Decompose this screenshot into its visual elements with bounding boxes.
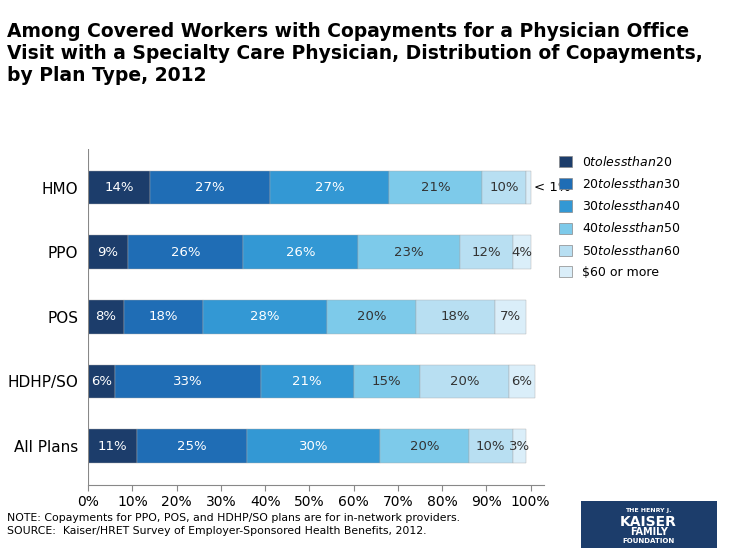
Text: 30%: 30% (299, 440, 329, 452)
Bar (420, 365, 509, 398)
Bar (358, 235, 460, 269)
Text: 8%: 8% (96, 310, 116, 323)
Text: SOURCE:  Kaiser/HRET Survey of Employer-Sponsored Health Benefits, 2012.: SOURCE: Kaiser/HRET Survey of Employer-S… (7, 526, 427, 537)
Bar (248, 429, 380, 463)
Text: 20%: 20% (450, 375, 479, 388)
Bar (270, 171, 389, 204)
Bar (88, 429, 137, 463)
Bar (327, 300, 415, 333)
Text: 18%: 18% (441, 310, 470, 323)
Text: 21%: 21% (420, 181, 451, 194)
Bar (261, 365, 354, 398)
Text: 12%: 12% (472, 246, 501, 258)
Bar (460, 235, 513, 269)
Bar (509, 365, 535, 398)
Bar (115, 365, 261, 398)
Text: 26%: 26% (286, 246, 315, 258)
Bar (415, 300, 495, 333)
Text: 27%: 27% (195, 181, 225, 194)
Text: 21%: 21% (293, 375, 322, 388)
Text: 27%: 27% (315, 181, 344, 194)
Text: 18%: 18% (148, 310, 178, 323)
Bar (88, 235, 128, 269)
Text: THE HENRY J.: THE HENRY J. (625, 508, 672, 514)
Bar (354, 365, 420, 398)
Text: 11%: 11% (98, 440, 127, 452)
Bar (482, 171, 526, 204)
Bar (513, 235, 531, 269)
Text: 6%: 6% (91, 375, 112, 388)
Text: 20%: 20% (356, 310, 386, 323)
Text: 10%: 10% (490, 181, 519, 194)
Text: 10%: 10% (476, 440, 506, 452)
Bar (513, 429, 526, 463)
Bar (495, 300, 526, 333)
Text: 14%: 14% (104, 181, 134, 194)
Text: 33%: 33% (173, 375, 203, 388)
Text: FOUNDATION: FOUNDATION (623, 538, 675, 544)
Text: 6%: 6% (512, 375, 532, 388)
Text: 15%: 15% (372, 375, 401, 388)
Bar (137, 429, 248, 463)
Text: 20%: 20% (409, 440, 440, 452)
Text: FAMILY: FAMILY (630, 527, 667, 537)
Bar (128, 235, 243, 269)
Bar (88, 171, 150, 204)
Text: 4%: 4% (512, 246, 532, 258)
Bar (469, 429, 513, 463)
Text: 9%: 9% (98, 246, 118, 258)
Text: < 1%: < 1% (534, 181, 570, 194)
Bar (123, 300, 204, 333)
Bar (88, 300, 123, 333)
Text: 23%: 23% (394, 246, 424, 258)
Text: NOTE: Copayments for PPO, POS, and HDHP/SO plans are for in-network providers.: NOTE: Copayments for PPO, POS, and HDHP/… (7, 512, 460, 523)
Text: 25%: 25% (177, 440, 207, 452)
Text: KAISER: KAISER (620, 515, 677, 528)
Text: 26%: 26% (171, 246, 200, 258)
Bar (380, 429, 469, 463)
Bar (526, 171, 531, 204)
Bar (204, 300, 327, 333)
Bar (243, 235, 358, 269)
Bar (389, 171, 482, 204)
Text: 7%: 7% (500, 310, 521, 323)
Legend: $0 to less than $20, $20 to less than $30, $30 to less than $40, $40 to less tha: $0 to less than $20, $20 to less than $3… (559, 155, 680, 279)
Text: Among Covered Workers with Copayments for a Physician Office
Visit with a Specia: Among Covered Workers with Copayments fo… (7, 22, 703, 85)
Bar (150, 171, 270, 204)
Text: 28%: 28% (251, 310, 280, 323)
Text: 3%: 3% (509, 440, 530, 452)
Bar (88, 365, 115, 398)
